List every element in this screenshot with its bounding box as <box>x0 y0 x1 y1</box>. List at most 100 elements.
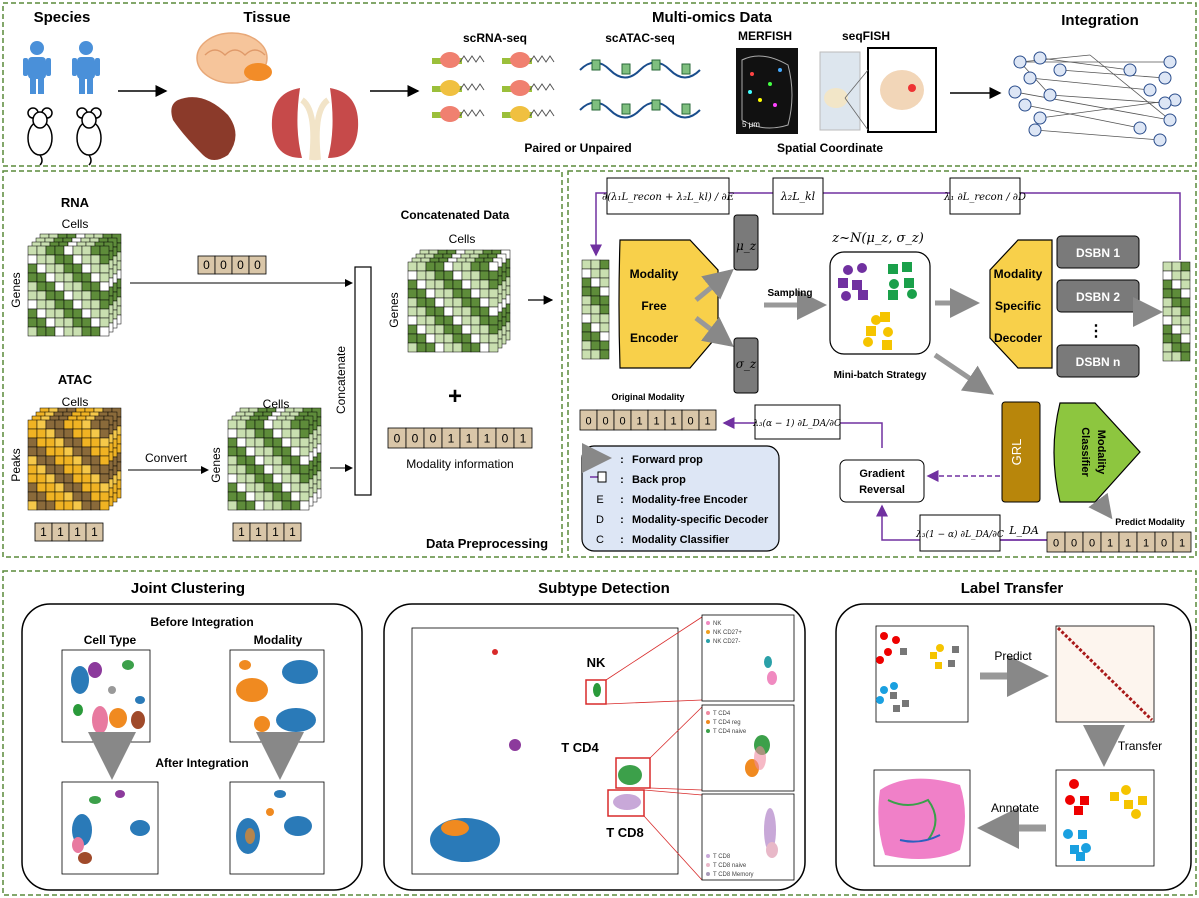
integration-network <box>1008 51 1182 147</box>
matrix-cell <box>36 245 47 256</box>
matrix-cell <box>434 288 445 299</box>
umap-after-modality-clusters <box>236 790 312 854</box>
matrix-cell <box>236 437 247 448</box>
matrix-cell <box>263 482 274 493</box>
matrix-cell <box>36 317 47 328</box>
grad-c1-box <box>754 404 841 440</box>
matrix-cell <box>590 259 601 270</box>
matrix-cell <box>281 482 292 493</box>
atac-label: ATAC <box>58 372 93 387</box>
matrix-cell <box>45 428 56 439</box>
matrix-cell <box>72 254 83 265</box>
matrix-cell <box>27 281 38 292</box>
matrix-cell <box>63 464 74 475</box>
matrix-cell <box>281 500 292 511</box>
cell-type-label: Cell Type <box>84 633 137 647</box>
matrix-cell <box>425 279 436 290</box>
decoder-line3: Decoder <box>994 331 1042 345</box>
matrix-cell <box>425 342 436 353</box>
predict-modality-label: Predict Modality <box>1115 517 1185 527</box>
grad-c2-box <box>919 514 1001 552</box>
matrix-cell <box>443 288 454 299</box>
grad-d-box <box>949 177 1021 215</box>
umap-after-celltype-clusters <box>72 790 150 864</box>
matrix-cell <box>90 272 101 283</box>
vector-value: 1 <box>40 525 47 539</box>
matrix-cell <box>479 306 490 317</box>
matrix-cell <box>488 288 499 299</box>
matrix-cell <box>45 299 56 310</box>
seqfish-label: seqFISH <box>842 29 890 43</box>
matrix-cell <box>72 482 83 493</box>
legend-entry: NK CD27+ <box>713 630 742 636</box>
matrix-cell <box>263 500 274 511</box>
matrix-cell <box>90 419 101 430</box>
matrix-cell <box>99 281 110 292</box>
matrix-cell <box>590 277 601 288</box>
vector-value: 1 <box>1179 537 1185 549</box>
matrix-cell <box>416 270 427 281</box>
matrix-cell <box>488 279 499 290</box>
matrix-cell <box>434 315 445 326</box>
matrix-cell <box>236 491 247 502</box>
paired-label: Paired or Unpaired <box>524 141 631 155</box>
matrix-cell <box>236 473 247 484</box>
matrix-cell <box>54 464 65 475</box>
matrix-cell <box>81 308 92 319</box>
matrix-cell <box>90 473 101 484</box>
matrix-cell <box>54 245 65 256</box>
backprop-top-line <box>590 192 1181 260</box>
matrix-cell <box>81 437 92 448</box>
matrix-cell <box>581 286 592 297</box>
matrix-cell <box>245 419 256 430</box>
matrix-cell <box>63 245 74 256</box>
matrix-cell <box>461 288 472 299</box>
matrix-cell <box>63 281 74 292</box>
matrix-cell <box>36 419 47 430</box>
matrix-cell <box>254 464 265 475</box>
panel-top <box>2 2 1197 167</box>
matrix-cell <box>90 245 101 256</box>
matrix-cell <box>45 254 56 265</box>
species-title: Species <box>34 9 91 26</box>
matrix-cell <box>1180 288 1191 299</box>
matrix-cell <box>236 482 247 493</box>
matrix-cell <box>90 263 101 274</box>
matrix-cell <box>254 473 265 484</box>
plus-sign: + <box>448 383 462 410</box>
matrix-cell <box>488 315 499 326</box>
matrix-cell <box>36 500 47 511</box>
matrix-cell <box>27 428 38 439</box>
matrix-cell <box>425 333 436 344</box>
decoder-line2: Specific <box>995 299 1041 313</box>
panel-applications <box>2 570 1197 896</box>
matrix-cell <box>407 333 418 344</box>
tissue-title: Tissue <box>243 9 290 26</box>
matrix-cell <box>72 491 83 502</box>
matrix-cell <box>81 326 92 337</box>
merfish-label: MERFISH <box>738 29 792 43</box>
nk-highlight-box <box>585 679 607 705</box>
matrix-cell <box>299 455 310 466</box>
matrix-cell <box>245 473 256 484</box>
label-transfer-title: Label Transfer <box>961 580 1064 597</box>
matrix-cell <box>581 340 592 351</box>
vector-cell <box>85 522 104 542</box>
matrix-cell <box>99 446 110 457</box>
matrix-cell <box>1171 288 1182 299</box>
vector-value: 0 <box>502 431 509 445</box>
annotated-points <box>1063 779 1147 861</box>
matrix-cell <box>99 464 110 475</box>
rna-cells-label: Cells <box>62 217 89 231</box>
matrix-cell <box>81 473 92 484</box>
umap-before-modality-clusters <box>236 660 318 732</box>
matrix-cell <box>99 254 110 265</box>
matrix-cell <box>452 306 463 317</box>
matrix-cell <box>581 259 592 270</box>
matrix-cell <box>299 491 310 502</box>
backprop-to-original <box>840 422 883 448</box>
matrix-cell <box>443 333 454 344</box>
matrix-cell <box>63 473 74 484</box>
concat-matrix <box>407 249 511 353</box>
vector-value: 1 <box>1143 537 1149 549</box>
